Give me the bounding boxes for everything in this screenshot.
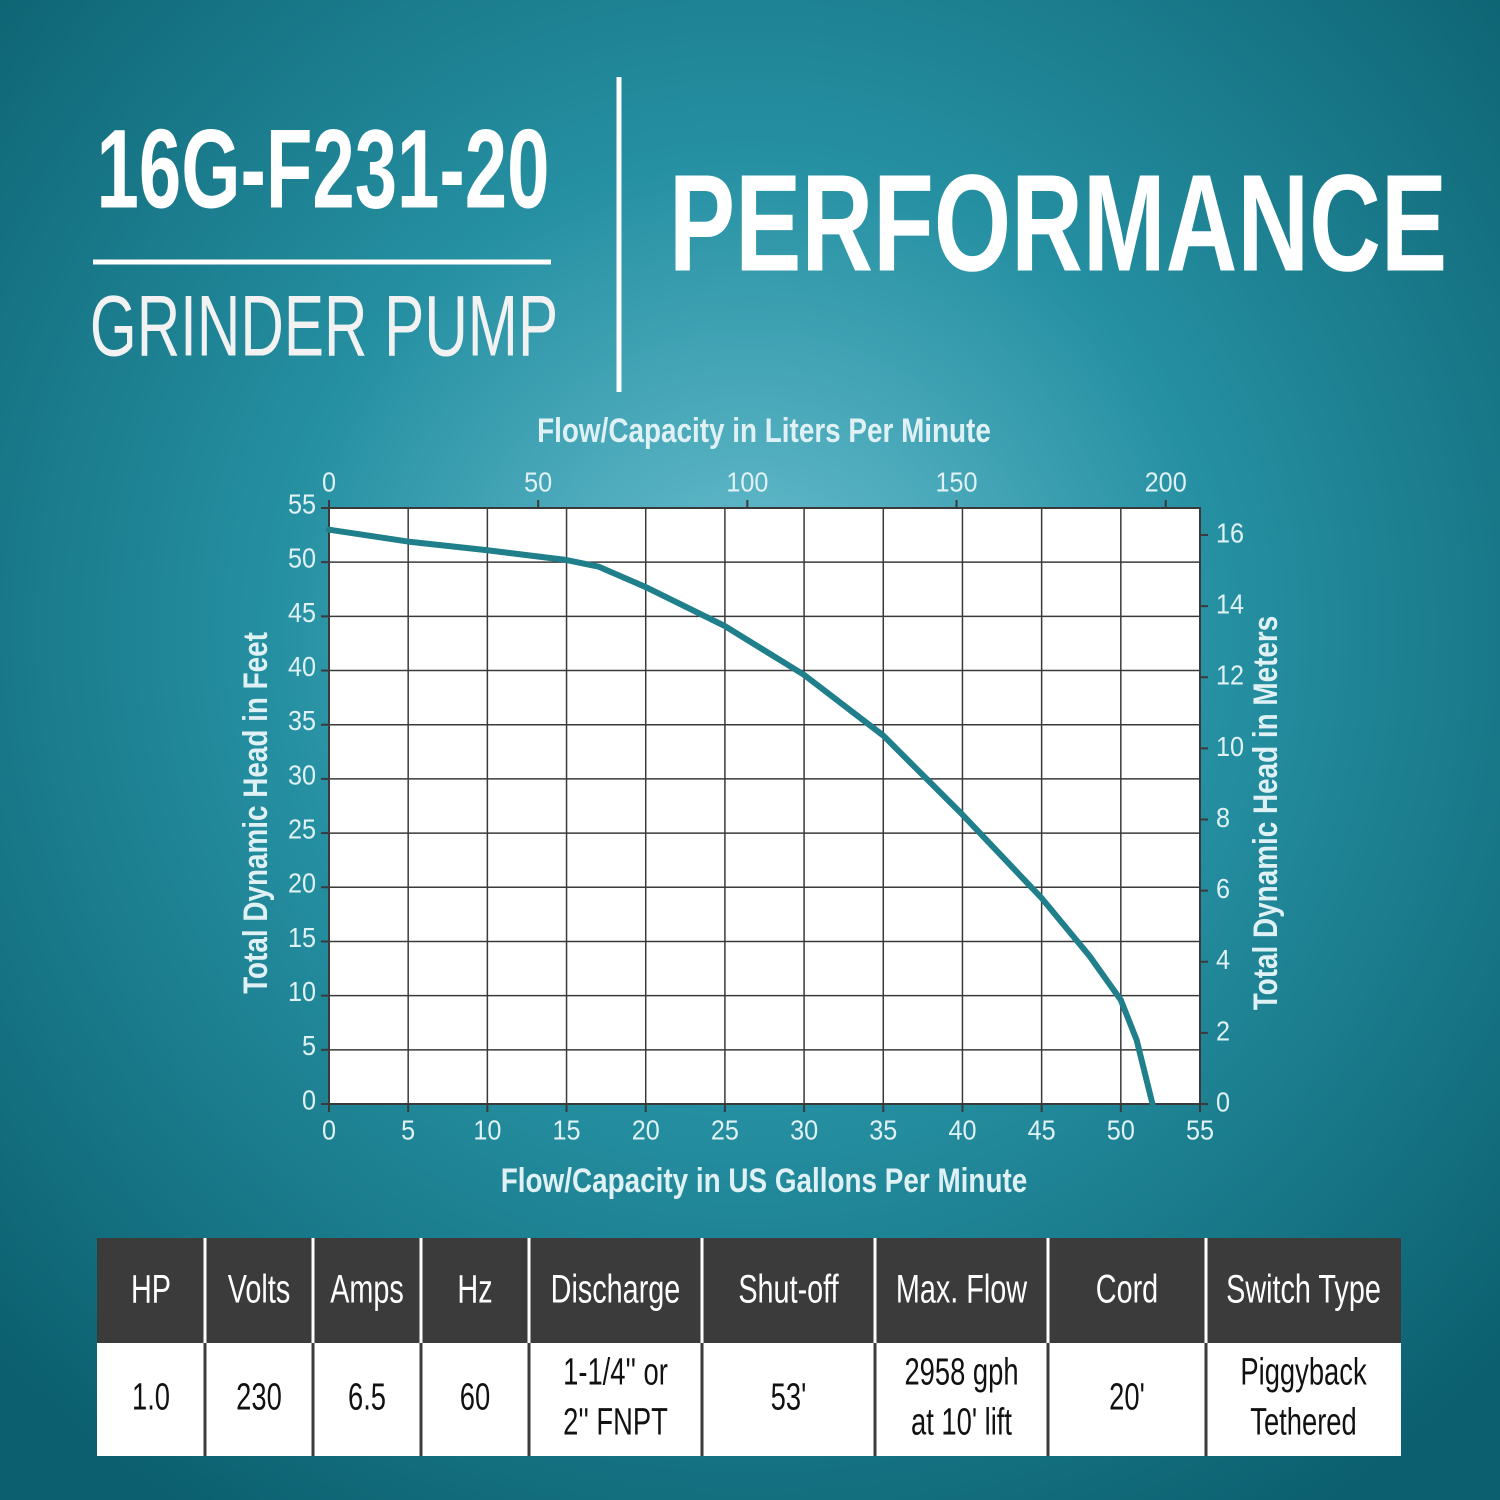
y-tick-label: 0 <box>302 1084 316 1116</box>
x-tick-label: 5 <box>401 1114 415 1146</box>
y-tick-label: 20 <box>288 867 316 899</box>
x-tick-label: 45 <box>1028 1114 1056 1146</box>
table-cell: 6.5 <box>348 1376 386 1418</box>
y2-tick-label: 6 <box>1216 873 1230 905</box>
y-tick-label: 35 <box>288 705 316 737</box>
table-cell: 53' <box>771 1376 807 1418</box>
table-cell: 60 <box>460 1376 490 1418</box>
table-header: HP <box>131 1267 171 1312</box>
table-header: Amps <box>330 1267 404 1312</box>
x2-tick-label: 200 <box>1145 466 1187 498</box>
y2-tick-label: 0 <box>1216 1086 1230 1118</box>
table-cell: 230 <box>236 1376 282 1418</box>
table-header: Switch Type <box>1226 1267 1381 1312</box>
x-tick-label: 15 <box>553 1114 581 1146</box>
page-title: PERFORMANCE <box>669 147 1447 301</box>
x-tick-label: 10 <box>473 1114 501 1146</box>
model-name: 16G-F231-20 <box>97 107 550 232</box>
table-header: Volts <box>228 1267 290 1312</box>
x2-tick-label: 0 <box>322 466 336 498</box>
y2-axis-title: Total Dynamic Head in Meters <box>1246 616 1284 1010</box>
subtitle: GRINDER PUMP <box>90 278 558 374</box>
x2-axis-title: Flow/Capacity in Liters Per Minute <box>537 411 991 449</box>
y-tick-label: 40 <box>288 651 316 683</box>
y2-tick-label: 14 <box>1216 588 1244 620</box>
y-tick-label: 25 <box>288 813 316 845</box>
y-tick-label: 30 <box>288 759 316 791</box>
table-cell: 1.0 <box>132 1376 170 1418</box>
y-tick-label: 50 <box>288 542 316 574</box>
x2-tick-label: 150 <box>936 466 978 498</box>
table-cell: Piggyback <box>1240 1351 1367 1393</box>
y-tick-label: 10 <box>288 976 316 1008</box>
x-tick-label: 0 <box>322 1114 336 1146</box>
y2-tick-label: 8 <box>1216 802 1230 834</box>
y2-tick-label: 16 <box>1216 517 1244 549</box>
x2-tick-label: 50 <box>524 466 552 498</box>
x-tick-label: 50 <box>1107 1114 1135 1146</box>
table-header: Shut-off <box>738 1267 839 1312</box>
table-cell: 1-1/4'' or <box>563 1351 668 1393</box>
y2-tick-label: 4 <box>1216 944 1230 976</box>
x-tick-label: 40 <box>948 1114 976 1146</box>
table-header: Cord <box>1096 1267 1158 1312</box>
performance-curve <box>326 526 1156 1107</box>
x-tick-label: 35 <box>869 1114 897 1146</box>
y-tick-label: 55 <box>288 488 316 520</box>
table-cell: 2958 gph <box>904 1351 1018 1393</box>
table-cell: 20' <box>1109 1376 1145 1418</box>
x-tick-label: 25 <box>711 1114 739 1146</box>
y2-tick-label: 10 <box>1216 731 1244 763</box>
table-cell: at 10' lift <box>911 1401 1012 1443</box>
plot-border <box>328 507 1201 1105</box>
x-axis-title: Flow/Capacity in US Gallons Per Minute <box>501 1161 1028 1199</box>
y-tick-label: 5 <box>302 1030 316 1062</box>
y-tick-label: 45 <box>288 597 316 629</box>
x-tick-label: 20 <box>632 1114 660 1146</box>
y-tick-label: 15 <box>288 922 316 954</box>
y2-tick-label: 12 <box>1216 659 1244 691</box>
y2-tick-label: 2 <box>1216 1015 1230 1047</box>
table-header: Max. Flow <box>896 1267 1028 1312</box>
x2-tick-label: 100 <box>726 466 768 498</box>
table-header: Hz <box>457 1267 492 1312</box>
plot-area <box>329 508 1200 1104</box>
x-tick-label: 55 <box>1186 1114 1214 1146</box>
table-cell: Tethered <box>1250 1401 1356 1443</box>
y-axis-title: Total Dynamic Head in Feet <box>236 632 274 994</box>
table-header: Discharge <box>551 1267 681 1312</box>
table-cell: 2'' FNPT <box>563 1401 668 1443</box>
x-tick-label: 30 <box>790 1114 818 1146</box>
